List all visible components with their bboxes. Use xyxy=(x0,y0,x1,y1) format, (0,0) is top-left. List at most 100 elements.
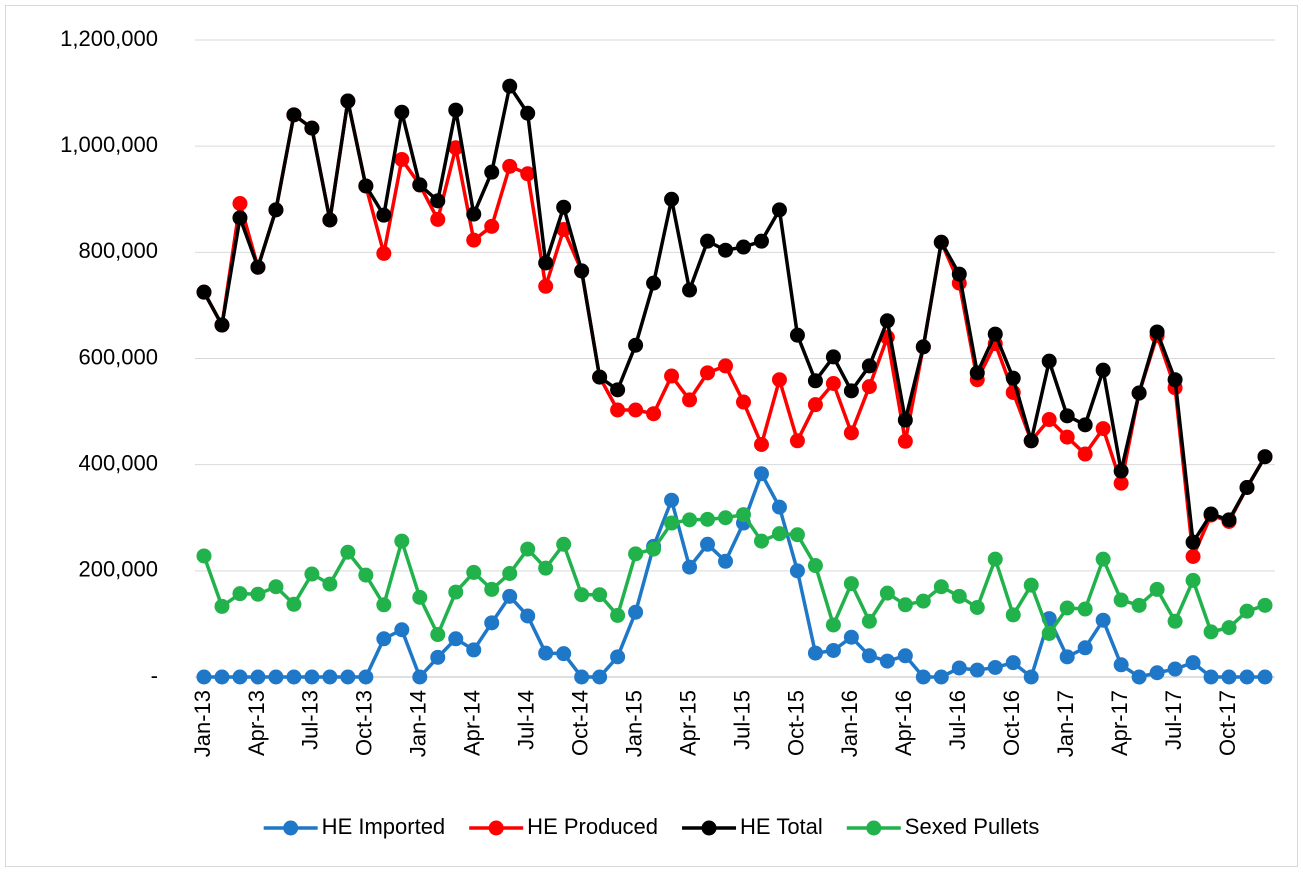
data-point xyxy=(1041,353,1057,369)
data-point xyxy=(987,326,1003,342)
data-point xyxy=(610,402,626,418)
data-point xyxy=(718,242,734,258)
data-point xyxy=(484,581,500,597)
data-point xyxy=(1203,506,1219,522)
data-point xyxy=(592,669,608,685)
data-point xyxy=(466,642,482,658)
data-point xyxy=(1149,324,1165,340)
data-point xyxy=(807,645,823,661)
data-point xyxy=(771,372,787,388)
data-point xyxy=(1167,661,1183,677)
data-point xyxy=(933,579,949,595)
data-point xyxy=(664,368,680,384)
data-point xyxy=(610,382,626,398)
data-point xyxy=(933,669,949,685)
data-point xyxy=(628,402,644,418)
data-point xyxy=(286,107,302,123)
chart-border xyxy=(5,5,1298,867)
data-point xyxy=(520,166,536,182)
data-point xyxy=(1131,597,1147,613)
data-point xyxy=(1005,655,1021,671)
data-point xyxy=(1221,512,1237,528)
legend-marker xyxy=(488,820,504,836)
x-tick-label: Oct-14 xyxy=(567,690,592,756)
data-point xyxy=(574,263,590,279)
x-tick-label: Jul-16 xyxy=(945,690,970,750)
data-point xyxy=(1113,475,1129,491)
legend-label: HE Total xyxy=(740,814,823,839)
data-point xyxy=(700,536,716,552)
data-point xyxy=(1059,649,1075,665)
data-point xyxy=(735,239,751,255)
data-point xyxy=(376,631,392,647)
y-tick-label: 600,000 xyxy=(78,344,158,369)
data-point xyxy=(214,598,230,614)
data-point xyxy=(1131,385,1147,401)
x-tick-label: Oct-13 xyxy=(352,690,377,756)
data-point xyxy=(753,436,769,452)
data-point xyxy=(232,210,248,226)
data-point xyxy=(628,546,644,562)
data-point xyxy=(214,317,230,333)
data-point xyxy=(412,669,428,685)
y-tick-label: - xyxy=(151,663,158,688)
data-point xyxy=(538,645,554,661)
data-point xyxy=(915,339,931,355)
data-point xyxy=(520,608,536,624)
data-point xyxy=(771,202,787,218)
data-point xyxy=(951,266,967,282)
data-point xyxy=(376,245,392,261)
data-point xyxy=(789,433,805,449)
data-point xyxy=(448,102,464,118)
data-point xyxy=(1095,421,1111,437)
data-point xyxy=(861,379,877,395)
data-point xyxy=(933,234,949,250)
data-point xyxy=(646,275,662,291)
data-point xyxy=(825,349,841,365)
data-point xyxy=(646,406,662,422)
data-point xyxy=(682,559,698,575)
data-point xyxy=(520,105,536,121)
data-point xyxy=(753,233,769,249)
data-point xyxy=(250,586,266,602)
data-point xyxy=(843,383,859,399)
data-point xyxy=(1095,551,1111,567)
data-point xyxy=(502,565,518,581)
data-point xyxy=(825,617,841,633)
data-point xyxy=(610,607,626,623)
data-point xyxy=(1167,372,1183,388)
data-point xyxy=(376,207,392,223)
data-point xyxy=(1077,601,1093,617)
legend-label: HE Imported xyxy=(322,814,446,839)
data-point xyxy=(1239,669,1255,685)
data-point xyxy=(340,93,356,109)
data-point xyxy=(250,259,266,275)
data-point xyxy=(1113,592,1129,608)
data-point xyxy=(1095,362,1111,378)
legend-marker xyxy=(701,820,717,836)
data-point xyxy=(340,544,356,560)
data-point xyxy=(268,579,284,595)
data-point xyxy=(1221,620,1237,636)
data-point xyxy=(232,586,248,602)
data-point xyxy=(1167,613,1183,629)
data-point xyxy=(502,78,518,94)
data-point xyxy=(1203,624,1219,640)
data-point xyxy=(807,373,823,389)
data-point xyxy=(682,282,698,298)
data-point xyxy=(322,576,338,592)
data-point xyxy=(430,211,446,227)
data-point xyxy=(969,662,985,678)
data-point xyxy=(412,177,428,193)
data-point xyxy=(700,233,716,249)
data-point xyxy=(664,492,680,508)
data-point xyxy=(1077,640,1093,656)
y-tick-label: 800,000 xyxy=(78,238,158,263)
x-tick-label: Jan-17 xyxy=(1053,690,1078,757)
data-point xyxy=(1239,603,1255,619)
data-point xyxy=(682,392,698,408)
data-point xyxy=(771,526,787,542)
x-tick-label: Apr-17 xyxy=(1107,690,1132,756)
data-point xyxy=(268,202,284,218)
data-point xyxy=(430,627,446,643)
